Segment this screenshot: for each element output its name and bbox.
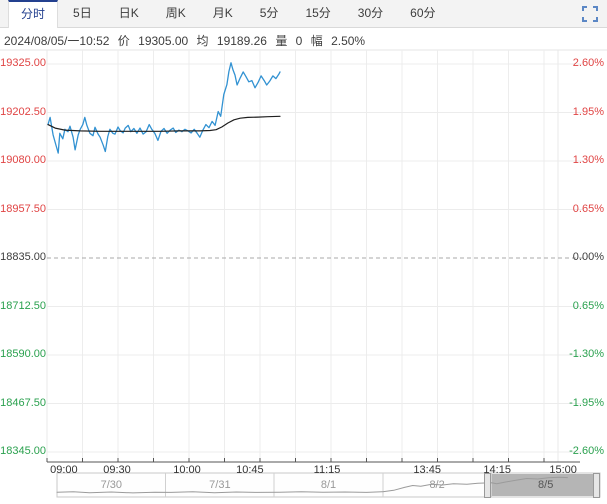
- quote-info-bar: 2024/08/05/一10:52 价 19305.00 均 19189.26 …: [4, 32, 370, 49]
- percent-axis-label: 0.65%: [572, 202, 604, 215]
- navigator-range-7-31[interactable]: 7/31: [209, 479, 231, 491]
- price-axis-label: 18590.00: [0, 348, 46, 360]
- price-axis-label: 18345.00: [0, 445, 46, 457]
- time-axis-label: 10:45: [236, 464, 264, 476]
- tab-fenshi[interactable]: 分时: [8, 0, 59, 28]
- price-axis-label: 18835.00: [0, 251, 46, 263]
- percent-axis-label: -2.60%: [569, 445, 604, 457]
- tab-monthly-k[interactable]: 月K: [212, 6, 233, 20]
- avg-value: 19189.26: [216, 34, 267, 48]
- percent-axis-label: -1.95%: [569, 396, 604, 409]
- tab-60min[interactable]: 60分: [410, 6, 436, 20]
- navigator-range-8-2[interactable]: 8/2: [429, 479, 445, 491]
- quote-datetime: 2024/08/05/一10:52: [4, 34, 110, 48]
- time-axis-label: 09:30: [103, 464, 131, 476]
- volume-value: 0: [295, 34, 303, 48]
- percent-axis-label: 1.95%: [572, 105, 604, 118]
- price-axis-label: 19080.00: [0, 154, 46, 166]
- time-axis-label: 10:00: [173, 464, 201, 476]
- percent-axis-label: 0.65%: [572, 299, 604, 312]
- price-label: 价: [117, 34, 130, 48]
- time-axis-label: 11:15: [313, 464, 341, 476]
- navigator-range-7-30[interactable]: 7/30: [100, 479, 122, 491]
- navigator-range-8-5[interactable]: 8/5: [538, 479, 554, 491]
- price-axis-label: 18712.50: [0, 299, 46, 312]
- time-axis-label: 09:00: [50, 464, 78, 476]
- tab-weekly-k[interactable]: 周K: [165, 6, 186, 20]
- tab-daily-k[interactable]: 日K: [118, 6, 139, 20]
- price-axis-label: 18957.50: [0, 202, 46, 215]
- percent-axis-label: 2.60%: [572, 57, 604, 69]
- price-axis-label: 19202.50: [0, 105, 46, 118]
- avg-label: 均: [196, 34, 209, 48]
- time-axis-label: 13:45: [413, 464, 441, 476]
- tab-5d[interactable]: 5日: [73, 6, 92, 20]
- percent-axis-label: -1.30%: [569, 348, 604, 360]
- fullscreen-icon[interactable]: [582, 6, 598, 22]
- price-value: 19305.00: [138, 34, 189, 48]
- percent-axis-label: 0.00%: [572, 251, 604, 263]
- navigator-right-handle[interactable]: [593, 473, 600, 498]
- tab-5min[interactable]: 5分: [259, 6, 279, 20]
- period-tabbar: 分时 5日 日K 周K 月K 5分 15分 30分 60分: [0, 0, 607, 28]
- range-label: 幅: [310, 34, 323, 48]
- tab-15min[interactable]: 15分: [305, 6, 331, 20]
- chart-plot-area[interactable]: [47, 50, 558, 462]
- volume-label: 量: [275, 34, 288, 48]
- percent-axis-label: 1.30%: [572, 154, 604, 166]
- navigator-left-handle[interactable]: [484, 473, 491, 498]
- time-axis-label: 15:00: [549, 464, 577, 476]
- tab-30min[interactable]: 30分: [357, 6, 384, 20]
- range-value: 2.50%: [331, 34, 366, 48]
- price-axis-label: 18467.50: [0, 396, 46, 409]
- navigator-range-8-1[interactable]: 8/1: [320, 479, 337, 491]
- price-axis-label: 19325.00: [0, 57, 46, 69]
